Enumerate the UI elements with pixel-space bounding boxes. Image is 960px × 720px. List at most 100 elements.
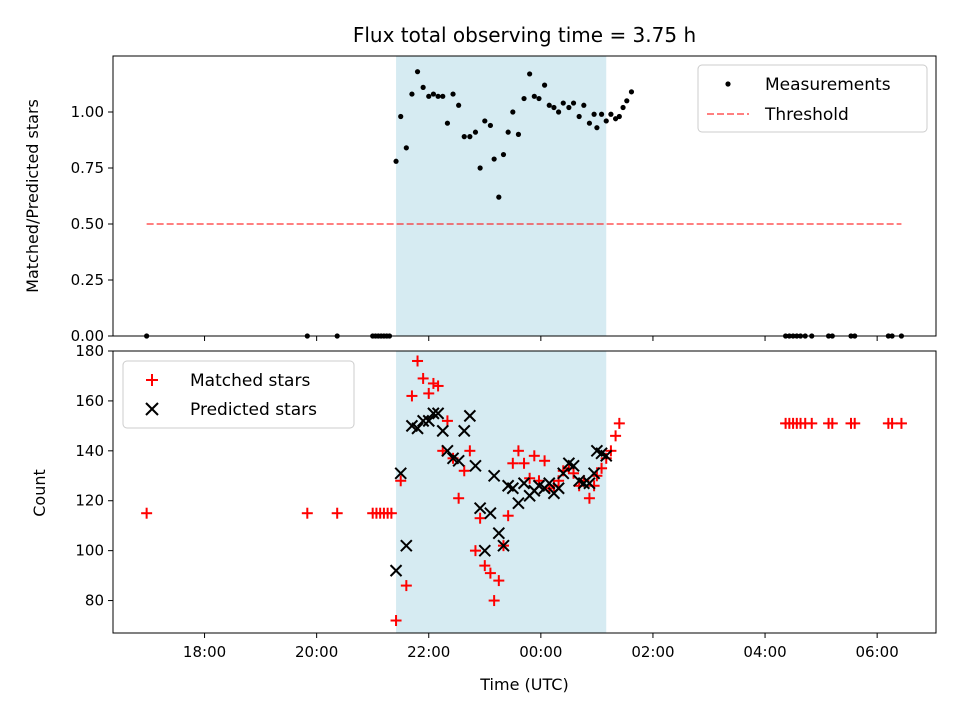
measurement-point: [586, 120, 593, 126]
matched-star-point: [469, 545, 481, 557]
predicted-star-stroke-b: [394, 467, 407, 480]
measurement-point: [536, 95, 542, 102]
predicted-star-stroke-b: [431, 407, 445, 420]
x-axis-label: Time (UTC): [479, 675, 568, 694]
matched-star-point: [427, 377, 439, 389]
predicted-star-point: [512, 497, 525, 510]
measurement-point: [435, 93, 441, 99]
predicted-star-point: [492, 526, 506, 540]
predicted-star-stroke-b: [422, 414, 435, 428]
predicted-star-stroke-b: [497, 539, 510, 552]
measurement-point: [603, 118, 609, 124]
measurement-point: [505, 129, 511, 135]
predicted-star-point: [400, 539, 413, 552]
measurement-point: [444, 120, 451, 126]
measurement-point: [456, 102, 462, 108]
measurement-point: [628, 89, 635, 95]
bottom-legend: Matched stars Predicted stars: [122, 360, 355, 429]
matched-star-point: [390, 615, 402, 627]
predicted-star-stroke-b: [427, 407, 440, 420]
predicted-star-point: [441, 444, 454, 458]
top-legend: Measurements Threshold: [697, 64, 928, 133]
measurement-point: [482, 118, 488, 124]
predicted-star-stroke-b: [441, 444, 454, 458]
bottom-legend-box: [122, 360, 355, 429]
predicted-star-stroke-b: [405, 419, 419, 433]
measurement-point: [598, 111, 605, 117]
predicted-star-stroke-b: [473, 502, 487, 515]
matched-star-point: [502, 510, 514, 522]
matched-star-point: [484, 567, 496, 579]
predicted-star-stroke-b: [587, 467, 601, 480]
matched-star-point: [528, 450, 540, 462]
matched-star-point: [141, 507, 153, 519]
predicted-star-point: [583, 477, 596, 490]
y-tick-label: 100: [75, 542, 104, 560]
x-tick-label: 06:00: [856, 643, 899, 661]
measurement-point: [620, 104, 626, 111]
y-tick-label: 1.00: [71, 103, 104, 121]
predicted-star-point: [473, 502, 487, 515]
matched-star-point: [488, 595, 500, 607]
measurement-point: [591, 111, 597, 117]
matched-star-point: [453, 492, 465, 504]
observing-window-shade: [396, 351, 607, 633]
matched-star-point: [886, 417, 898, 429]
measurement-point: [496, 194, 502, 200]
y-tick-label: 0.00: [71, 327, 104, 345]
matched-star-point: [518, 457, 530, 469]
predicted-star-stroke-b: [532, 479, 546, 492]
x-tick-label: 18:00: [183, 643, 226, 661]
y-tick-label: 0.50: [71, 215, 104, 233]
predicted-star-point: [497, 539, 510, 552]
matched-star-point: [539, 455, 551, 467]
measurement-point: [440, 93, 446, 99]
measurement-point: [551, 104, 557, 111]
measurement-point: [398, 113, 404, 120]
y-tick-label: 140: [75, 442, 104, 460]
matched-star-point: [613, 417, 625, 429]
top-legend-box: [697, 64, 928, 133]
matched-star-point: [895, 417, 907, 429]
measurement-point: [414, 69, 421, 75]
matched-star-point: [331, 507, 343, 519]
predicted-star-point: [458, 424, 471, 438]
y-tick-label: 120: [75, 492, 104, 510]
legend-x-marker: [145, 402, 159, 416]
predicted-star-point: [431, 407, 445, 420]
x-tick-label: 02:00: [631, 643, 674, 661]
matched-star-point: [849, 417, 861, 429]
predicted-star-stroke-b: [600, 449, 613, 463]
y-tick-label: 0.25: [71, 271, 104, 289]
measurement-point: [560, 100, 566, 106]
predicted-star-point: [484, 507, 497, 520]
predicted-star-stroke-b: [436, 424, 449, 438]
measurement-point: [546, 102, 552, 108]
predicted-star-stroke-b: [452, 454, 465, 468]
measurement-point: [461, 134, 467, 140]
legend-label-threshold: Threshold: [764, 105, 849, 125]
bottom-panel: 80 100 120 140 160 180 18:00 20:00 22:00 00:00 02…: [30, 342, 937, 694]
measurement-point: [566, 104, 572, 111]
matched-star-point: [479, 560, 491, 572]
matched-star-point: [458, 465, 470, 477]
legend-plus-marker: [146, 374, 158, 386]
matched-star-point: [512, 445, 524, 457]
measurement-point: [491, 156, 497, 162]
predicted-star-stroke-b: [543, 477, 556, 490]
predicted-star-stroke-b: [463, 409, 477, 423]
matched-star-point: [464, 445, 476, 457]
predicted-star-point: [463, 409, 477, 423]
measurement-point: [409, 91, 415, 97]
predicted-star-point: [452, 454, 465, 468]
measurement-point: [624, 98, 630, 104]
measurement-point: [450, 91, 456, 97]
x-tick-label: 22:00: [407, 643, 450, 661]
matched-star-point: [826, 417, 838, 429]
measurement-point: [612, 116, 619, 122]
measurement-point: [521, 95, 527, 102]
top-panel: 0.00 0.25 0.50 0.75 1.00 Flux total observin…: [23, 23, 937, 345]
predicted-star-point: [389, 564, 403, 577]
predicted-star-stroke-b: [484, 507, 497, 520]
